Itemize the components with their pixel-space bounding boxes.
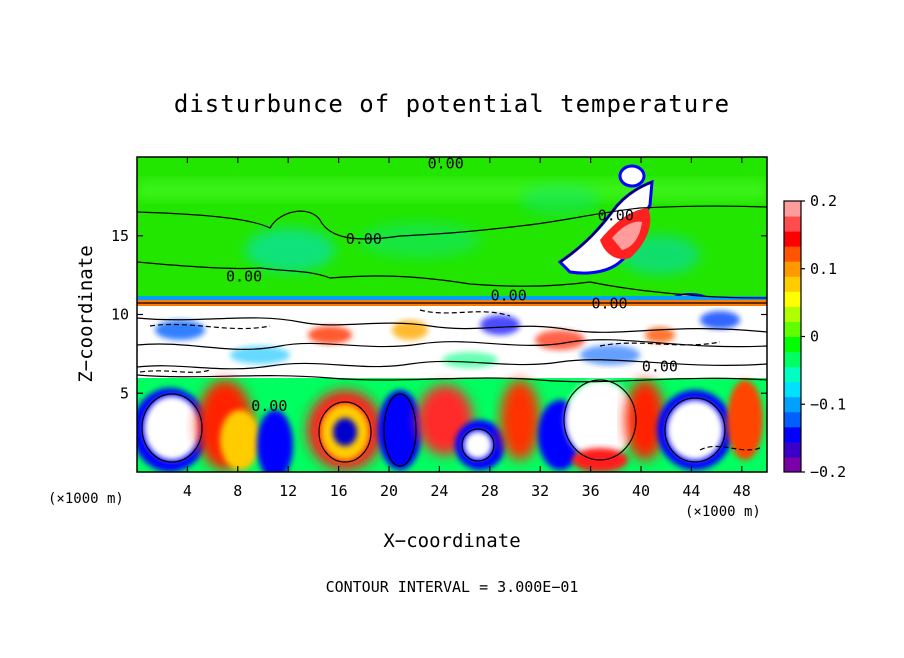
x-tick-label: 44 (682, 482, 700, 500)
colorbar-swatch (784, 396, 801, 413)
colorbar-swatch (784, 381, 801, 398)
contour-label: 0.00 (591, 294, 627, 312)
x-tick-label: 20 (380, 482, 398, 500)
y-tick-label: 10 (111, 306, 129, 324)
x-tick-label: 4 (183, 482, 192, 500)
x-tick-label: 8 (233, 482, 242, 500)
contour-label: 0.00 (346, 230, 382, 248)
x-tick-label: 12 (279, 482, 297, 500)
colorbar-tick-label: 0.2 (810, 192, 837, 210)
contour-label: 0.00 (491, 287, 527, 305)
x-axis-unit-right: (×1000 m) (685, 504, 761, 520)
colorbar-swatch (784, 426, 801, 443)
y-tick-label: 5 (120, 384, 129, 402)
colorbar-swatch (784, 261, 801, 277)
colorbar-swatch (784, 231, 801, 247)
contour-label: 0.00 (642, 357, 678, 375)
colorbar-swatch (784, 321, 801, 337)
colorbar-swatch (784, 456, 801, 473)
colorbar-swatch (784, 201, 801, 217)
contour-lines (137, 181, 767, 467)
colorbar-swatch (784, 411, 801, 428)
y-tick-label: 15 (111, 227, 129, 245)
colorbar-ticks: 0.2 0.1 0 −0.1 −0.2 (801, 192, 846, 481)
x-axis-label: X−coordinate (383, 530, 520, 552)
colorbar-tick-label: 0.1 (810, 260, 837, 278)
x-tick-label: 28 (481, 482, 499, 500)
y-axis-label: Z−coordinate (75, 245, 97, 382)
x-axis-unit-left: (×1000 m) (48, 491, 124, 507)
colorbar-swatch (784, 216, 801, 232)
x-tick-label: 24 (430, 482, 448, 500)
colorbar-tick-label: 0 (810, 328, 819, 346)
x-tick-label: 40 (632, 482, 650, 500)
x-tick-label: 36 (582, 482, 600, 500)
colorbar-swatch (784, 366, 801, 383)
chart-title: disturbunce of potential temperature (174, 90, 730, 118)
colorbar-swatch (784, 276, 801, 292)
x-axis-ticks: 4 8 12 16 20 24 28 32 36 40 44 48 (183, 157, 751, 500)
colorbar-swatch (784, 246, 801, 262)
colorbar-tick-label: −0.1 (810, 395, 846, 413)
contour-label: 0.00 (251, 397, 287, 415)
contour-label: 0.00 (428, 154, 464, 172)
colorbar-swatch (784, 291, 801, 307)
contour-lines-dashed (139, 309, 761, 451)
contour-interval-note: CONTOUR INTERVAL = 3.000E−01 (326, 578, 579, 596)
colorbar (783, 200, 802, 473)
colorbar-tick-label: −0.2 (810, 463, 846, 481)
x-tick-label: 32 (531, 482, 549, 500)
y-axis-ticks: 5 10 15 (111, 227, 767, 402)
colorbar-swatch (784, 441, 801, 458)
colorbar-swatch (784, 351, 801, 368)
colorbar-swatch (784, 306, 801, 322)
x-tick-label: 16 (330, 482, 348, 500)
x-tick-label: 48 (733, 482, 751, 500)
contour-label: 0.00 (226, 268, 262, 286)
contour-label: 0.00 (598, 206, 634, 224)
colorbar-swatch (784, 336, 801, 353)
contour-labels: 0.00 0.00 0.00 0.00 0.00 0.00 0.00 0.00 (226, 154, 678, 415)
